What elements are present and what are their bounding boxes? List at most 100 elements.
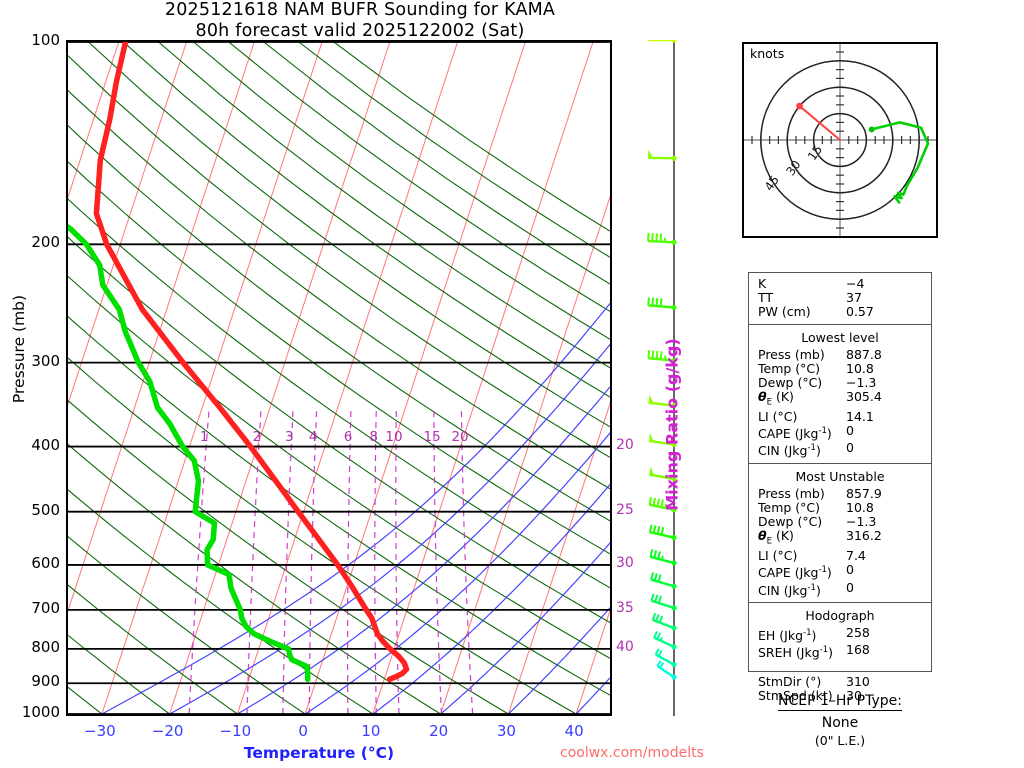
stat-value: 14.1 [846, 408, 874, 424]
stat-row: Temp (°C) 10.8 [749, 360, 931, 376]
hodograph-units-label: knots [750, 46, 785, 61]
mixing-ratio-line-label: 2 [252, 428, 262, 445]
temperature-tick-label: 20 [429, 722, 449, 740]
mixing-ratio-line-label: 4 [308, 428, 318, 445]
stat-row: θE (K) 305.4 [749, 390, 931, 410]
hodograph-plot[interactable]: knots 15 30 45 [742, 42, 938, 238]
stat-key: EH (Jkg-1) [758, 628, 817, 644]
stat-row: StmDir (°) 310 [749, 674, 931, 689]
temperature-axis-title: Temperature (°C) [243, 744, 395, 762]
stats-indices-section: K −4 TT 37 PW (cm) 0.57 [749, 273, 931, 325]
stat-key [758, 661, 846, 675]
pressure-axis-title: Pressure (mb) [10, 294, 28, 404]
stat-value: 305.4 [846, 389, 882, 405]
stat-value: 10.8 [846, 500, 874, 516]
ptype-title: NCEP 1–Hr PType: [778, 693, 902, 711]
stats-hodograph-section: Hodograph EH (Jkg-1) 258 SREH (Jkg-1) 168 S… [749, 603, 931, 707]
stat-key: K [758, 276, 767, 291]
ptype-value: None [821, 715, 859, 731]
stat-value: 0 [846, 579, 854, 595]
stat-row: θE (K) 316.2 [749, 529, 931, 549]
mixing-ratio-line-label: 3 [284, 428, 294, 445]
stat-row: EH (Jkg-1) 258 [749, 625, 931, 644]
stat-value: 10.8 [846, 360, 874, 376]
stat-value: −1.3 [846, 514, 877, 530]
stat-value: 7.4 [846, 548, 866, 564]
temperature-tick-label: 30 [496, 722, 516, 740]
stat-key: θE (K) [758, 528, 794, 547]
stat-key: TT [758, 290, 774, 306]
pressure-tick-label: 100 [31, 31, 60, 49]
stat-row: Dewp (°C) −1.3 [749, 375, 931, 391]
mixing-ratio-tick-label: 25 [616, 501, 634, 518]
stat-row: Dewp (°C) −1.3 [749, 515, 931, 529]
pressure-tick-label: 700 [31, 598, 60, 617]
pressure-tick-label: 400 [31, 435, 60, 454]
most-unstable-header: Most Unstable [795, 468, 885, 484]
stat-key: Dewp (°C) [758, 514, 823, 530]
hodograph-stats-header: Hodograph [805, 608, 875, 624]
stat-key: Temp (°C) [758, 500, 821, 516]
temperature-tick-label: 10 [361, 722, 381, 740]
stat-key: Press (mb) [758, 485, 825, 501]
pressure-tick-label: 800 [31, 637, 60, 656]
pressure-tick-label: 900 [31, 672, 60, 691]
title-line-2: 80h forecast valid 2025122002 (Sat) [195, 21, 525, 41]
sounding-stats-panel: K −4 TT 37 PW (cm) 0.57 Lowest level Press (m… [748, 272, 932, 703]
stat-key: StmDir (°) [758, 674, 822, 689]
pressure-tick-label: 300 [31, 351, 60, 370]
temperature-tick-label: −20 [151, 722, 184, 740]
stat-key: CIN (Jkg-1) [758, 443, 821, 459]
mixing-ratio-tick-label: 30 [616, 554, 634, 571]
stat-value: 168 [846, 642, 870, 658]
watermark: coolwx.com/modelts [560, 745, 704, 761]
chart-title-block: 2025121618 NAM BUFR Sounding for KAMA 80… [0, 0, 720, 42]
stat-key: θE (K) [758, 389, 794, 408]
temperature-tick-label: −30 [84, 722, 116, 740]
temperature-tick-label: −10 [219, 722, 252, 740]
stat-row: TT 37 [749, 291, 931, 305]
pressure-tick-label: 200 [31, 233, 60, 252]
wind-barb-column [636, 31, 716, 716]
stat-row: StmSpd (kt) 30 [749, 689, 931, 703]
stat-value: −1.3 [846, 375, 877, 391]
mixing-ratio-line-label: 1 [199, 428, 209, 445]
stat-row: K −4 [749, 276, 931, 291]
mixing-ratio-tick-label: 35 [616, 599, 634, 616]
stat-row: Press (mb) 857.9 [749, 485, 931, 501]
mixing-ratio-line-label: 6 [343, 428, 353, 445]
mixing-ratio-tick-label: 20 [616, 436, 634, 453]
skewt-plot-area[interactable] [66, 40, 612, 716]
stat-key: LI (°C) [758, 408, 798, 424]
mixing-ratio-line-label: 8 [369, 428, 378, 445]
stat-value: −4 [846, 276, 865, 291]
mixing-ratio-line-label: 15 [423, 428, 441, 445]
mixing-ratio-line-label: 10 [385, 428, 403, 445]
stat-value [846, 661, 850, 675]
stat-value: 0.57 [846, 304, 874, 320]
stats-most-unstable-section: Most Unstable Press (mb) 857.9 Temp (°C) 10… [749, 464, 931, 604]
stat-row: CIN (Jkg-1) 0 [749, 441, 931, 459]
stat-value: 37 [846, 290, 862, 306]
stat-key: CAPE (Jkg-1) [758, 426, 832, 442]
mixing-ratio-line-label: 20 [451, 428, 469, 445]
stat-value: 0 [846, 423, 854, 439]
pressure-tick-label: 500 [31, 500, 60, 519]
stat-key: StmSpd (kt) [758, 688, 833, 704]
stat-key: CAPE (Jkg-1) [758, 565, 832, 581]
stat-row: SREH (Jkg-1) 168 [749, 642, 931, 661]
mixing-ratio-tick-label: 40 [616, 638, 634, 655]
stats-lowest-level-section: Lowest level Press (mb) 887.8 Temp (°C) 10.… [749, 325, 931, 464]
stat-key: SREH (Jkg-1) [758, 645, 834, 661]
stat-row: LI (°C) 14.1 [749, 408, 931, 424]
stat-key: LI (°C) [758, 548, 798, 564]
title-line-1: 2025121618 NAM BUFR Sounding for KAMA [164, 0, 556, 20]
ptype-panel: NCEP 1–Hr PType: None (0" L.E.) [740, 690, 940, 748]
stat-key: Temp (°C) [758, 360, 821, 376]
stat-value: 316.2 [846, 528, 882, 544]
stat-value: 887.8 [846, 346, 882, 362]
stat-key: PW (cm) [758, 304, 811, 320]
temperature-tick-label: 0 [298, 722, 308, 740]
mixing-ratio-axis-title: Mixing Ratio (g/kg) [662, 338, 682, 511]
stat-key: CIN (Jkg-1) [758, 582, 821, 598]
